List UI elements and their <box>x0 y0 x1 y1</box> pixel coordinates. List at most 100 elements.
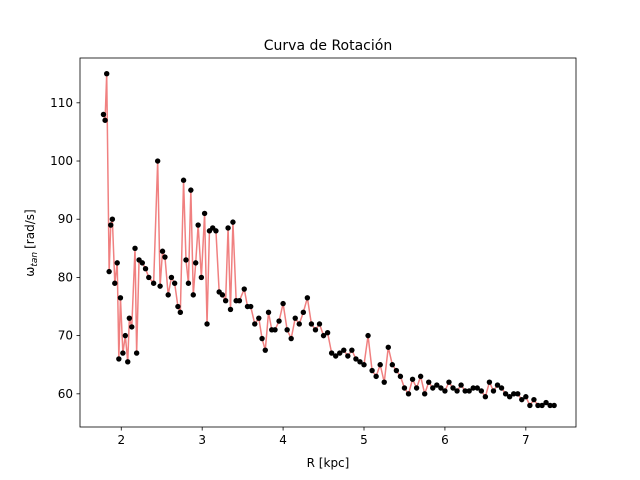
data-point <box>230 219 236 225</box>
data-point <box>157 283 163 289</box>
data-point <box>377 362 383 368</box>
data-point <box>308 321 315 327</box>
data-point <box>389 362 396 368</box>
data-point <box>454 388 460 394</box>
x-axis-label: R [kpc] <box>307 456 350 470</box>
data-point <box>256 315 262 321</box>
data-point <box>527 402 533 409</box>
data-point <box>365 332 371 339</box>
y-label-symbol: ω <box>23 267 37 277</box>
data-point <box>543 399 549 406</box>
data-point <box>146 274 152 281</box>
data-point <box>430 385 436 391</box>
data-point <box>434 382 440 388</box>
x-tick-label: 6 <box>441 433 449 447</box>
data-point <box>438 385 444 391</box>
data-point <box>357 359 363 365</box>
data-point <box>393 367 400 374</box>
data-point <box>280 300 286 307</box>
data-point <box>531 396 537 403</box>
data-point <box>213 228 219 234</box>
chart-title: Curva de Rotación <box>264 38 392 54</box>
data-point <box>474 385 480 391</box>
data-point <box>523 394 529 400</box>
data-point <box>316 321 323 327</box>
data-point <box>345 353 351 359</box>
y-tick-label: 110 <box>50 96 73 110</box>
data-point <box>150 280 157 286</box>
x-tick-label: 5 <box>360 433 368 447</box>
data-point <box>506 394 513 400</box>
data-point <box>551 402 557 409</box>
data-point <box>159 248 166 254</box>
data-point <box>204 321 210 327</box>
data-point <box>116 356 122 362</box>
data-point <box>421 391 428 397</box>
data-point <box>515 391 521 397</box>
data-point <box>265 309 272 316</box>
data-point <box>126 315 133 321</box>
data-point <box>288 335 294 342</box>
data-point <box>120 350 126 356</box>
data-point <box>171 280 178 286</box>
data-point <box>142 265 149 272</box>
data-point <box>201 210 208 217</box>
data-point <box>369 367 375 374</box>
data-point <box>397 373 404 380</box>
data-point <box>490 388 497 394</box>
data-point <box>405 391 412 397</box>
data-point <box>413 385 420 391</box>
data-point <box>227 306 234 313</box>
data-point <box>292 315 298 321</box>
data-point <box>248 303 254 310</box>
data-point <box>219 292 226 298</box>
data-point <box>185 280 192 286</box>
data-point <box>108 222 114 228</box>
data-point <box>272 327 278 333</box>
data-point <box>109 216 116 222</box>
data-point <box>494 382 501 388</box>
x-tick-label: 2 <box>117 433 125 447</box>
y-label-subscript: tan <box>30 252 40 267</box>
data-point <box>129 324 135 330</box>
data-point <box>470 385 476 391</box>
data-point <box>373 373 379 380</box>
data-point <box>175 303 181 310</box>
data-point <box>498 385 505 391</box>
data-point <box>482 394 489 400</box>
data-point <box>225 225 231 231</box>
y-axis-label: ωtan [rad/s] <box>23 209 40 276</box>
data-point <box>102 117 108 123</box>
data-point <box>300 309 307 316</box>
data-point <box>385 344 391 350</box>
data-point <box>535 402 541 409</box>
data-point <box>349 347 355 353</box>
data-point <box>304 295 311 301</box>
data-point <box>133 350 140 356</box>
data-point <box>332 353 339 359</box>
data-point <box>195 222 201 228</box>
data-point <box>337 350 343 356</box>
data-point <box>106 268 112 275</box>
data-point <box>193 260 199 266</box>
data-point <box>539 402 545 409</box>
data-point <box>132 245 138 252</box>
data-point <box>165 292 171 298</box>
data-point <box>114 260 120 266</box>
data-point <box>252 321 258 327</box>
data-point <box>442 388 448 394</box>
data-point <box>139 260 146 266</box>
data-point <box>112 280 118 286</box>
data-point <box>466 388 472 394</box>
data-point <box>450 385 456 391</box>
x-tick-label: 3 <box>198 433 206 447</box>
data-point <box>296 321 302 327</box>
data-point <box>117 295 124 301</box>
data-point <box>262 347 268 353</box>
data-point <box>241 286 247 292</box>
data-point <box>162 254 168 260</box>
data-point <box>183 257 189 263</box>
data-point <box>104 71 110 77</box>
data-point <box>125 359 131 365</box>
